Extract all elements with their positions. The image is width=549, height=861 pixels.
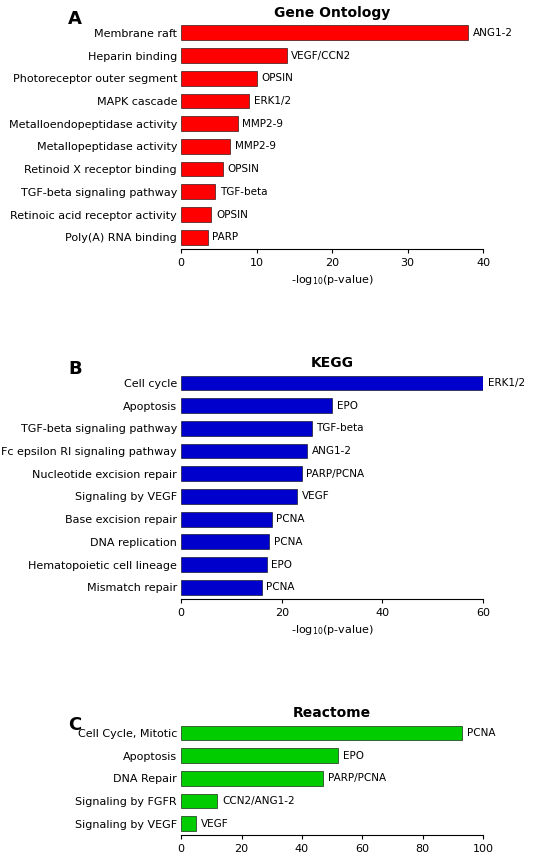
Bar: [181, 184, 215, 199]
Bar: [181, 71, 257, 86]
Bar: [181, 139, 230, 154]
Text: PARP/PCNA: PARP/PCNA: [306, 468, 365, 479]
Bar: [181, 421, 312, 436]
Bar: [181, 771, 323, 786]
Text: VEGF: VEGF: [201, 819, 228, 829]
Text: EPO: EPO: [337, 400, 358, 411]
Bar: [181, 443, 307, 458]
Text: OPSIN: OPSIN: [216, 209, 248, 220]
Text: PARP: PARP: [212, 232, 238, 242]
Text: VEGF/CCN2: VEGF/CCN2: [292, 51, 351, 60]
Bar: [181, 489, 297, 504]
X-axis label: -log$_{10}$(p-value): -log$_{10}$(p-value): [291, 273, 373, 288]
Text: VEGF: VEGF: [301, 492, 329, 501]
Text: OPSIN: OPSIN: [261, 73, 293, 84]
Text: A: A: [68, 10, 82, 28]
Text: ERK1/2: ERK1/2: [488, 378, 525, 388]
Text: PCNA: PCNA: [467, 728, 495, 738]
Text: EPO: EPO: [271, 560, 292, 570]
Bar: [181, 230, 208, 245]
Bar: [181, 511, 272, 527]
Text: PCNA: PCNA: [266, 582, 295, 592]
X-axis label: -log$_{10}$(p-value): -log$_{10}$(p-value): [291, 623, 373, 637]
Text: ANG1-2: ANG1-2: [473, 28, 513, 38]
Bar: [181, 816, 197, 831]
Text: MMP2-9: MMP2-9: [235, 141, 276, 152]
Bar: [181, 399, 332, 413]
Bar: [181, 467, 302, 481]
Bar: [181, 48, 287, 63]
Bar: [181, 748, 338, 763]
Title: KEGG: KEGG: [311, 356, 354, 370]
Bar: [181, 580, 262, 595]
X-axis label: -log$_{10}$(p-value): -log$_{10}$(p-value): [291, 860, 373, 861]
Bar: [181, 535, 269, 549]
Bar: [181, 726, 462, 740]
Text: PCNA: PCNA: [274, 537, 302, 547]
Bar: [181, 794, 217, 808]
Bar: [181, 26, 468, 40]
Bar: [181, 208, 211, 222]
Text: TGF-beta: TGF-beta: [317, 424, 364, 433]
Bar: [181, 162, 223, 177]
Text: CCN2/ANG1-2: CCN2/ANG1-2: [222, 796, 295, 806]
Text: B: B: [68, 360, 82, 378]
Bar: [181, 94, 249, 108]
Text: ANG1-2: ANG1-2: [311, 446, 351, 456]
Bar: [181, 557, 267, 572]
Text: MMP2-9: MMP2-9: [242, 119, 283, 128]
Bar: [181, 375, 483, 390]
Title: Reactome: Reactome: [293, 707, 371, 721]
Text: OPSIN: OPSIN: [227, 164, 259, 174]
Text: EPO: EPO: [343, 751, 364, 761]
Text: ERK1/2: ERK1/2: [254, 96, 291, 106]
Text: TGF-beta: TGF-beta: [220, 187, 267, 197]
Bar: [181, 116, 238, 131]
Text: PCNA: PCNA: [276, 514, 305, 524]
Text: PARP/PCNA: PARP/PCNA: [328, 773, 386, 784]
Title: Gene Ontology: Gene Ontology: [274, 6, 390, 21]
Text: C: C: [68, 716, 81, 734]
